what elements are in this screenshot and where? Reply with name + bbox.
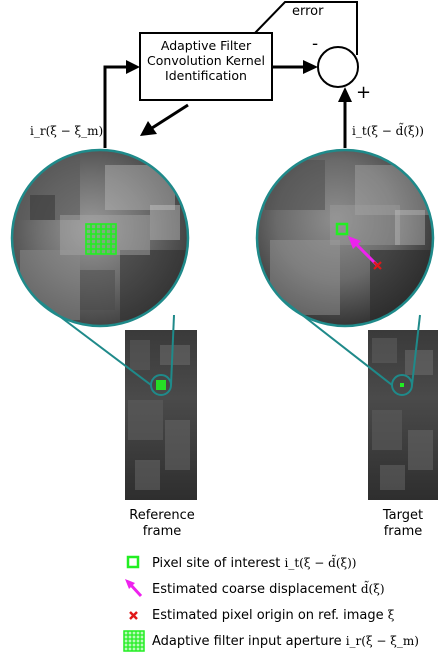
- target-connector-right: [411, 314, 421, 386]
- target-zoom-border: [255, 148, 435, 328]
- block-label-line2: Convolution Kernel: [147, 53, 265, 68]
- legend-item-aperture: Adaptive filter input aperture i_r(ξ − ξ…: [122, 630, 419, 652]
- reference-connector-left: [37, 299, 152, 386]
- target-connector-left: [282, 299, 393, 386]
- reference-connector-right: [170, 314, 175, 386]
- displacement-arrowhead: [348, 236, 361, 249]
- reference-feed-line: [103, 65, 128, 148]
- reference-frame-label-line1: Reference: [129, 508, 195, 523]
- magenta-arrow-icon: [122, 578, 146, 600]
- plus-sign: +: [356, 82, 372, 103]
- reference-input-label: i_r(ξ − ξ_m): [30, 124, 104, 138]
- legend-item-displacement: Estimated coarse displacement d̃(ξ): [122, 578, 385, 600]
- legend-text: Pixel site of interest i_t(ξ − d̃(ξ)): [152, 555, 357, 571]
- block-label-line3: Identification: [165, 68, 247, 83]
- legend-text: Estimated pixel origin on ref. image ξ: [152, 607, 395, 623]
- target-input-label: i_t(ξ − d̃(ξ)): [352, 124, 424, 138]
- legend-text: Adaptive filter input aperture i_r(ξ − ξ…: [152, 633, 419, 649]
- reference-roi-aperture: [156, 380, 166, 390]
- target-roi-pixel: [400, 383, 404, 387]
- pixel-site-marker: [335, 222, 349, 236]
- target-feed-arrowhead: [338, 87, 352, 102]
- green-grid-icon: [122, 630, 146, 652]
- legend-item-pixel-site: Pixel site of interest i_t(ξ − d̃(ξ)): [122, 552, 356, 574]
- error-feedback-line: [254, 1, 358, 55]
- error-label: error: [292, 4, 324, 19]
- target-frame-image: [368, 330, 438, 500]
- red-x-icon: [122, 604, 146, 626]
- minus-sign: -: [312, 34, 319, 54]
- block-to-sum-arrowhead: [303, 60, 318, 74]
- output-arrow-line: [151, 103, 189, 130]
- aperture-grid: [85, 223, 117, 255]
- green-square-icon: [122, 552, 146, 574]
- target-frame-label-line2: frame: [383, 524, 423, 539]
- kernel-identification-label: Adaptive Filter Convolution Kernel Ident…: [140, 38, 272, 83]
- reference-zoom-border: [10, 148, 190, 328]
- legend-text: Estimated coarse displacement d̃(ξ): [152, 581, 385, 597]
- pixel-origin-marker: [373, 261, 382, 270]
- summing-junction: [317, 46, 359, 88]
- block-label-line1: Adaptive Filter: [160, 38, 252, 53]
- reference-feed-arrowhead: [126, 60, 140, 74]
- reference-frame-label-line2: frame: [142, 524, 182, 539]
- target-frame-label-line1: Target: [382, 508, 424, 523]
- legend-item-origin: Estimated pixel origin on ref. image ξ: [122, 604, 394, 626]
- target-frame-label: Target frame: [360, 508, 445, 540]
- output-arrowhead: [140, 121, 157, 136]
- reference-frame-image: [125, 330, 197, 500]
- kernel-identification-block: [139, 32, 273, 101]
- reference-frame-label: Reference frame: [116, 508, 208, 540]
